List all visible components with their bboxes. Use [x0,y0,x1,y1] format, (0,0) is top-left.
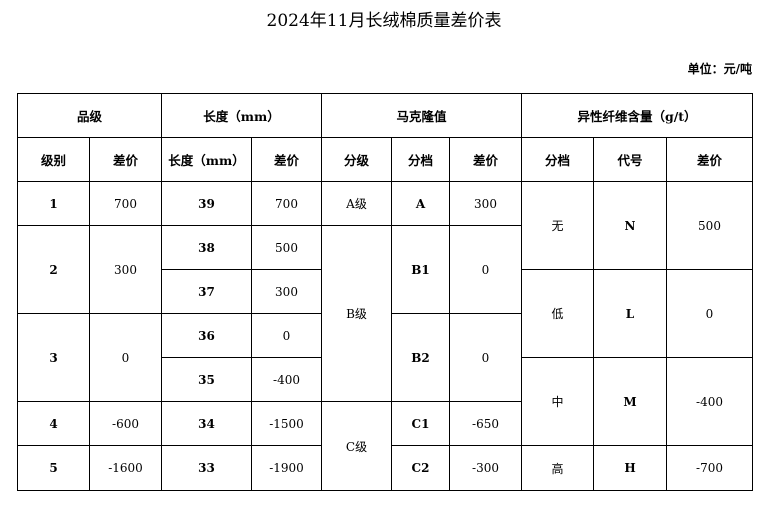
page-title: 2024年11月长绒棉质量差价表 [266,11,502,31]
foreign-diff: 0 [667,270,752,357]
micronaire-diff: -300 [450,446,521,490]
grade-level: 3 [18,314,89,401]
price-table: 品级 长度（mm） 马克隆值 异性纤维含量（g/t） 级别 差价 长度（mm） … [17,93,753,491]
foreign-code: L [594,270,666,357]
foreign-diff: 500 [667,182,752,269]
header-foreign-fiber: 异性纤维含量（g/t） [522,94,752,137]
subheader: 差价 [450,138,521,181]
grade-diff: -1600 [90,446,161,490]
length-diff: 500 [252,226,321,269]
length-value: 38 [162,226,251,269]
grade-level: 4 [18,402,89,445]
grade-diff: 300 [90,226,161,313]
micronaire-bin: A [392,182,449,225]
foreign-bin: 中 [522,358,593,445]
foreign-bin: 无 [522,182,593,269]
header-micronaire: 马克隆值 [322,94,521,137]
micronaire-bin: C2 [392,446,449,490]
subheader: 长度（mm） [162,138,251,181]
length-diff: 0 [252,314,321,357]
subheader: 级别 [18,138,89,181]
length-diff: -1900 [252,446,321,490]
grade-diff: 700 [90,182,161,225]
length-value: 37 [162,270,251,313]
length-diff: -400 [252,358,321,401]
length-value: 34 [162,402,251,445]
micronaire-diff: 300 [450,182,521,225]
grade-diff: 0 [90,314,161,401]
subheader: 差价 [90,138,161,181]
micronaire-grade: C级 [322,402,391,490]
micronaire-bin: B2 [392,314,449,401]
unit-label: 单位：元/吨 [687,62,752,76]
header-grade: 品级 [18,94,161,137]
grade-level: 1 [18,182,89,225]
subheader: 分级 [322,138,391,181]
micronaire-diff: -650 [450,402,521,445]
subheader: 差价 [667,138,752,181]
subheader: 差价 [252,138,321,181]
foreign-bin: 低 [522,270,593,357]
subheader: 分档 [392,138,449,181]
subheader: 分档 [522,138,593,181]
length-value: 39 [162,182,251,225]
length-value: 35 [162,358,251,401]
subheader: 代号 [594,138,666,181]
foreign-diff: -400 [667,358,752,445]
micronaire-bin: B1 [392,226,449,313]
grade-diff: -600 [90,402,161,445]
micronaire-diff: 0 [450,314,521,401]
micronaire-bin: C1 [392,402,449,445]
foreign-code: M [594,358,666,445]
micronaire-grade: B级 [322,226,391,401]
micronaire-diff: 0 [450,226,521,313]
foreign-code: H [594,446,666,490]
length-value: 36 [162,314,251,357]
grade-level: 5 [18,446,89,490]
length-diff: 700 [252,182,321,225]
foreign-bin: 高 [522,446,593,490]
header-length: 长度（mm） [162,94,321,137]
grade-level: 2 [18,226,89,313]
micronaire-grade: A级 [322,182,391,225]
length-diff: -1500 [252,402,321,445]
length-diff: 300 [252,270,321,313]
foreign-diff: -700 [667,446,752,490]
length-value: 33 [162,446,251,490]
foreign-code: N [594,182,666,269]
